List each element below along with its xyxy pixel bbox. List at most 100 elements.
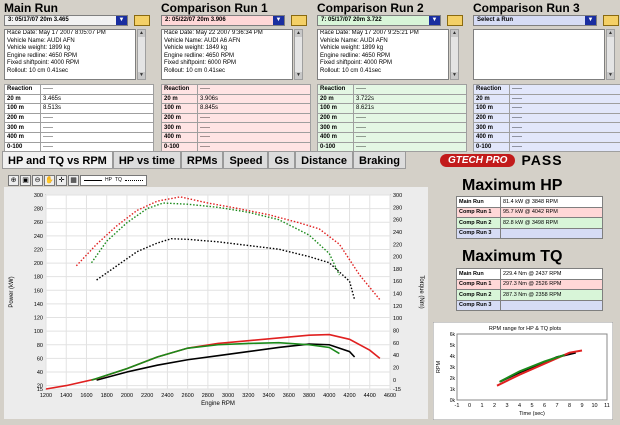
open-folder-icon[interactable] (447, 15, 463, 26)
x-tick-label: 7 (555, 403, 558, 409)
main-run-results-table: Reaction ----- 20 m 3.465s 100 m 8.513s 200 m-… (4, 84, 154, 153)
y-tick-label: 120 (34, 316, 43, 322)
y-tick-label: 220 (34, 247, 43, 253)
table-row: Comp Run 1 297.3 Nm @ 2526 RPM (456, 278, 603, 290)
scroll-down-icon[interactable]: ▼ (295, 72, 302, 79)
table-row: 200 m ----- (4, 112, 154, 124)
metric-label: Reaction (473, 84, 510, 95)
comp2-rpm-line (499, 353, 565, 383)
y-tick-label: 80 (37, 343, 43, 349)
y-axis-label: RPM (436, 360, 442, 373)
info-scrollbar[interactable]: ▲ ▼ (294, 29, 303, 80)
y2-axis-label: Torque (Nm) (418, 275, 424, 308)
comparison-run-1-selector[interactable]: 2: 05/22/07 20m 3.906 ▼ (161, 15, 285, 26)
y2-tick-label: 240 (393, 230, 402, 236)
comparison-run-3-results-table: Reaction ----- 20 m ----- 100 m ----- 200 m ---… (473, 84, 620, 153)
scroll-up-icon[interactable]: ▲ (295, 30, 302, 37)
tab-hp-tq-vs-rpm[interactable]: HP and TQ vs RPM (2, 151, 113, 169)
zoom-in-icon[interactable]: ⊕ (8, 174, 19, 186)
y-tick-label: 60 (37, 356, 43, 362)
pan-hand-icon[interactable]: ✋ (44, 174, 55, 186)
info-line: Vehicle weight: 1899 kg (7, 45, 71, 51)
y-tick-label: 4k (450, 354, 456, 360)
table-row: 0-100 ----- (317, 141, 467, 153)
run-selector-value: 7: 05/17/07 20m 3.722 (321, 17, 382, 23)
grid-icon[interactable]: ▦ (68, 174, 79, 186)
table-row: 300 m ----- (473, 122, 620, 133)
scroll-down-icon[interactable]: ▼ (607, 72, 614, 79)
scroll-up-icon[interactable]: ▲ (451, 30, 458, 37)
zoom-box-icon[interactable]: ▣ (20, 174, 31, 186)
zoom-out-icon[interactable]: ⊖ (32, 174, 43, 186)
tab-braking[interactable]: Braking (353, 151, 406, 169)
x-tick-label: 6 (543, 403, 546, 409)
tab-speed[interactable]: Speed (223, 151, 269, 169)
tab-gs[interactable]: Gs (268, 151, 296, 169)
info-scrollbar[interactable]: ▲ ▼ (450, 29, 459, 80)
x-tick-label: -1 (455, 403, 460, 409)
crosshair-icon[interactable]: ✛ (56, 174, 67, 186)
comparison-run-2-selector[interactable]: 7: 05/17/07 20m 3.722 ▼ (317, 15, 441, 26)
metric-value: ----- (509, 84, 620, 95)
comp1-rpm-line (496, 349, 583, 387)
y2-tick-label: 280 (393, 205, 402, 211)
table-row: 300 m ----- (4, 122, 154, 133)
metric-value: ----- (509, 93, 620, 105)
y-axis-label: Power (kW) (9, 276, 15, 307)
table-row: 200 m ----- (473, 112, 620, 124)
comparison-run-1-info: Race Date: May 22 2007 9:36:34 PM Vehicle… (161, 29, 293, 80)
y-tick-label: 20 (37, 384, 43, 390)
y2-tick-label: 260 (393, 218, 402, 224)
comparison-run-3-panel: Comparison Run 3 Select a Run ▼ ▲ ▼ Reaction -… (473, 2, 620, 153)
table-row: 200 m ----- (161, 112, 311, 124)
metric-value: ----- (509, 131, 620, 143)
chevron-down-icon[interactable]: ▼ (116, 16, 127, 25)
scroll-up-icon[interactable]: ▲ (138, 30, 145, 37)
x-tick-label: 10 (591, 403, 597, 409)
max-value: 287.3 Nm @ 2358 RPM (500, 289, 603, 301)
hp-tq-vs-rpm-chart[interactable]: 1200 1400 1600 1800 2000 2200 2400 2600 2800 3000… (4, 187, 428, 419)
scroll-up-icon[interactable]: ▲ (607, 30, 614, 37)
max-value: 297.3 Nm @ 2526 RPM (500, 278, 603, 290)
scroll-down-icon[interactable]: ▼ (138, 72, 145, 79)
x-tick-label: 3000 (222, 393, 234, 399)
run-label: Comp Run 1 (456, 206, 501, 218)
open-folder-icon[interactable] (603, 15, 619, 26)
metric-label: 100 m (317, 103, 354, 114)
info-line: Race Date: May 17 2007 8:05:07 PM (7, 30, 106, 36)
pass-product: PASS (521, 152, 563, 168)
open-folder-icon[interactable] (134, 15, 150, 26)
info-line: Vehicle Name: AUDI AFN (320, 37, 388, 44)
info-scrollbar[interactable]: ▲ ▼ (137, 29, 146, 80)
tab-distance[interactable]: Distance (295, 151, 354, 169)
x-tick-label: 9 (580, 403, 583, 409)
metric-value: 8.845s (197, 103, 311, 114)
y-tick-label: 40 (37, 370, 43, 376)
main-run-selector[interactable]: 3: 05/17/07 20m 3.465 ▼ (4, 15, 128, 26)
comparison-run-3-selector[interactable]: Select a Run ▼ (473, 15, 597, 26)
metric-label: 400 m (4, 131, 41, 143)
scroll-down-icon[interactable]: ▼ (451, 72, 458, 79)
table-row: Reaction ----- (317, 84, 467, 95)
max-hp-table: Main Run 81.4 kW @ 3848 RPM Comp Run 1 95.7… (456, 196, 603, 239)
run-selector-value: Select a Run (477, 17, 514, 23)
open-folder-icon[interactable] (291, 15, 307, 26)
info-scrollbar[interactable]: ▲ ▼ (606, 29, 615, 80)
metric-value: ----- (40, 131, 154, 143)
comp1-tq-line (75, 196, 381, 301)
metric-value: ----- (40, 84, 154, 95)
x-tick-label: 4400 (364, 393, 376, 399)
tab-hp-vs-time[interactable]: HP vs time (112, 151, 181, 169)
chevron-down-icon[interactable]: ▼ (585, 16, 596, 25)
run-label: Comp Run 2 (456, 217, 501, 229)
chevron-down-icon[interactable]: ▼ (273, 16, 284, 25)
run-label: Main Run (456, 196, 501, 208)
x-tick-label: 1200 (40, 393, 52, 399)
y-tick-label: 240 (34, 234, 43, 240)
y-tick-label: 200 (34, 261, 43, 267)
chevron-down-icon[interactable]: ▼ (429, 16, 440, 25)
legend-tq: TQ (114, 176, 122, 183)
x-tick-label: 1800 (101, 393, 113, 399)
table-row: Comp Run 2 82.8 kW @ 3498 RPM (456, 217, 603, 229)
tab-rpms[interactable]: RPMs (180, 151, 224, 169)
